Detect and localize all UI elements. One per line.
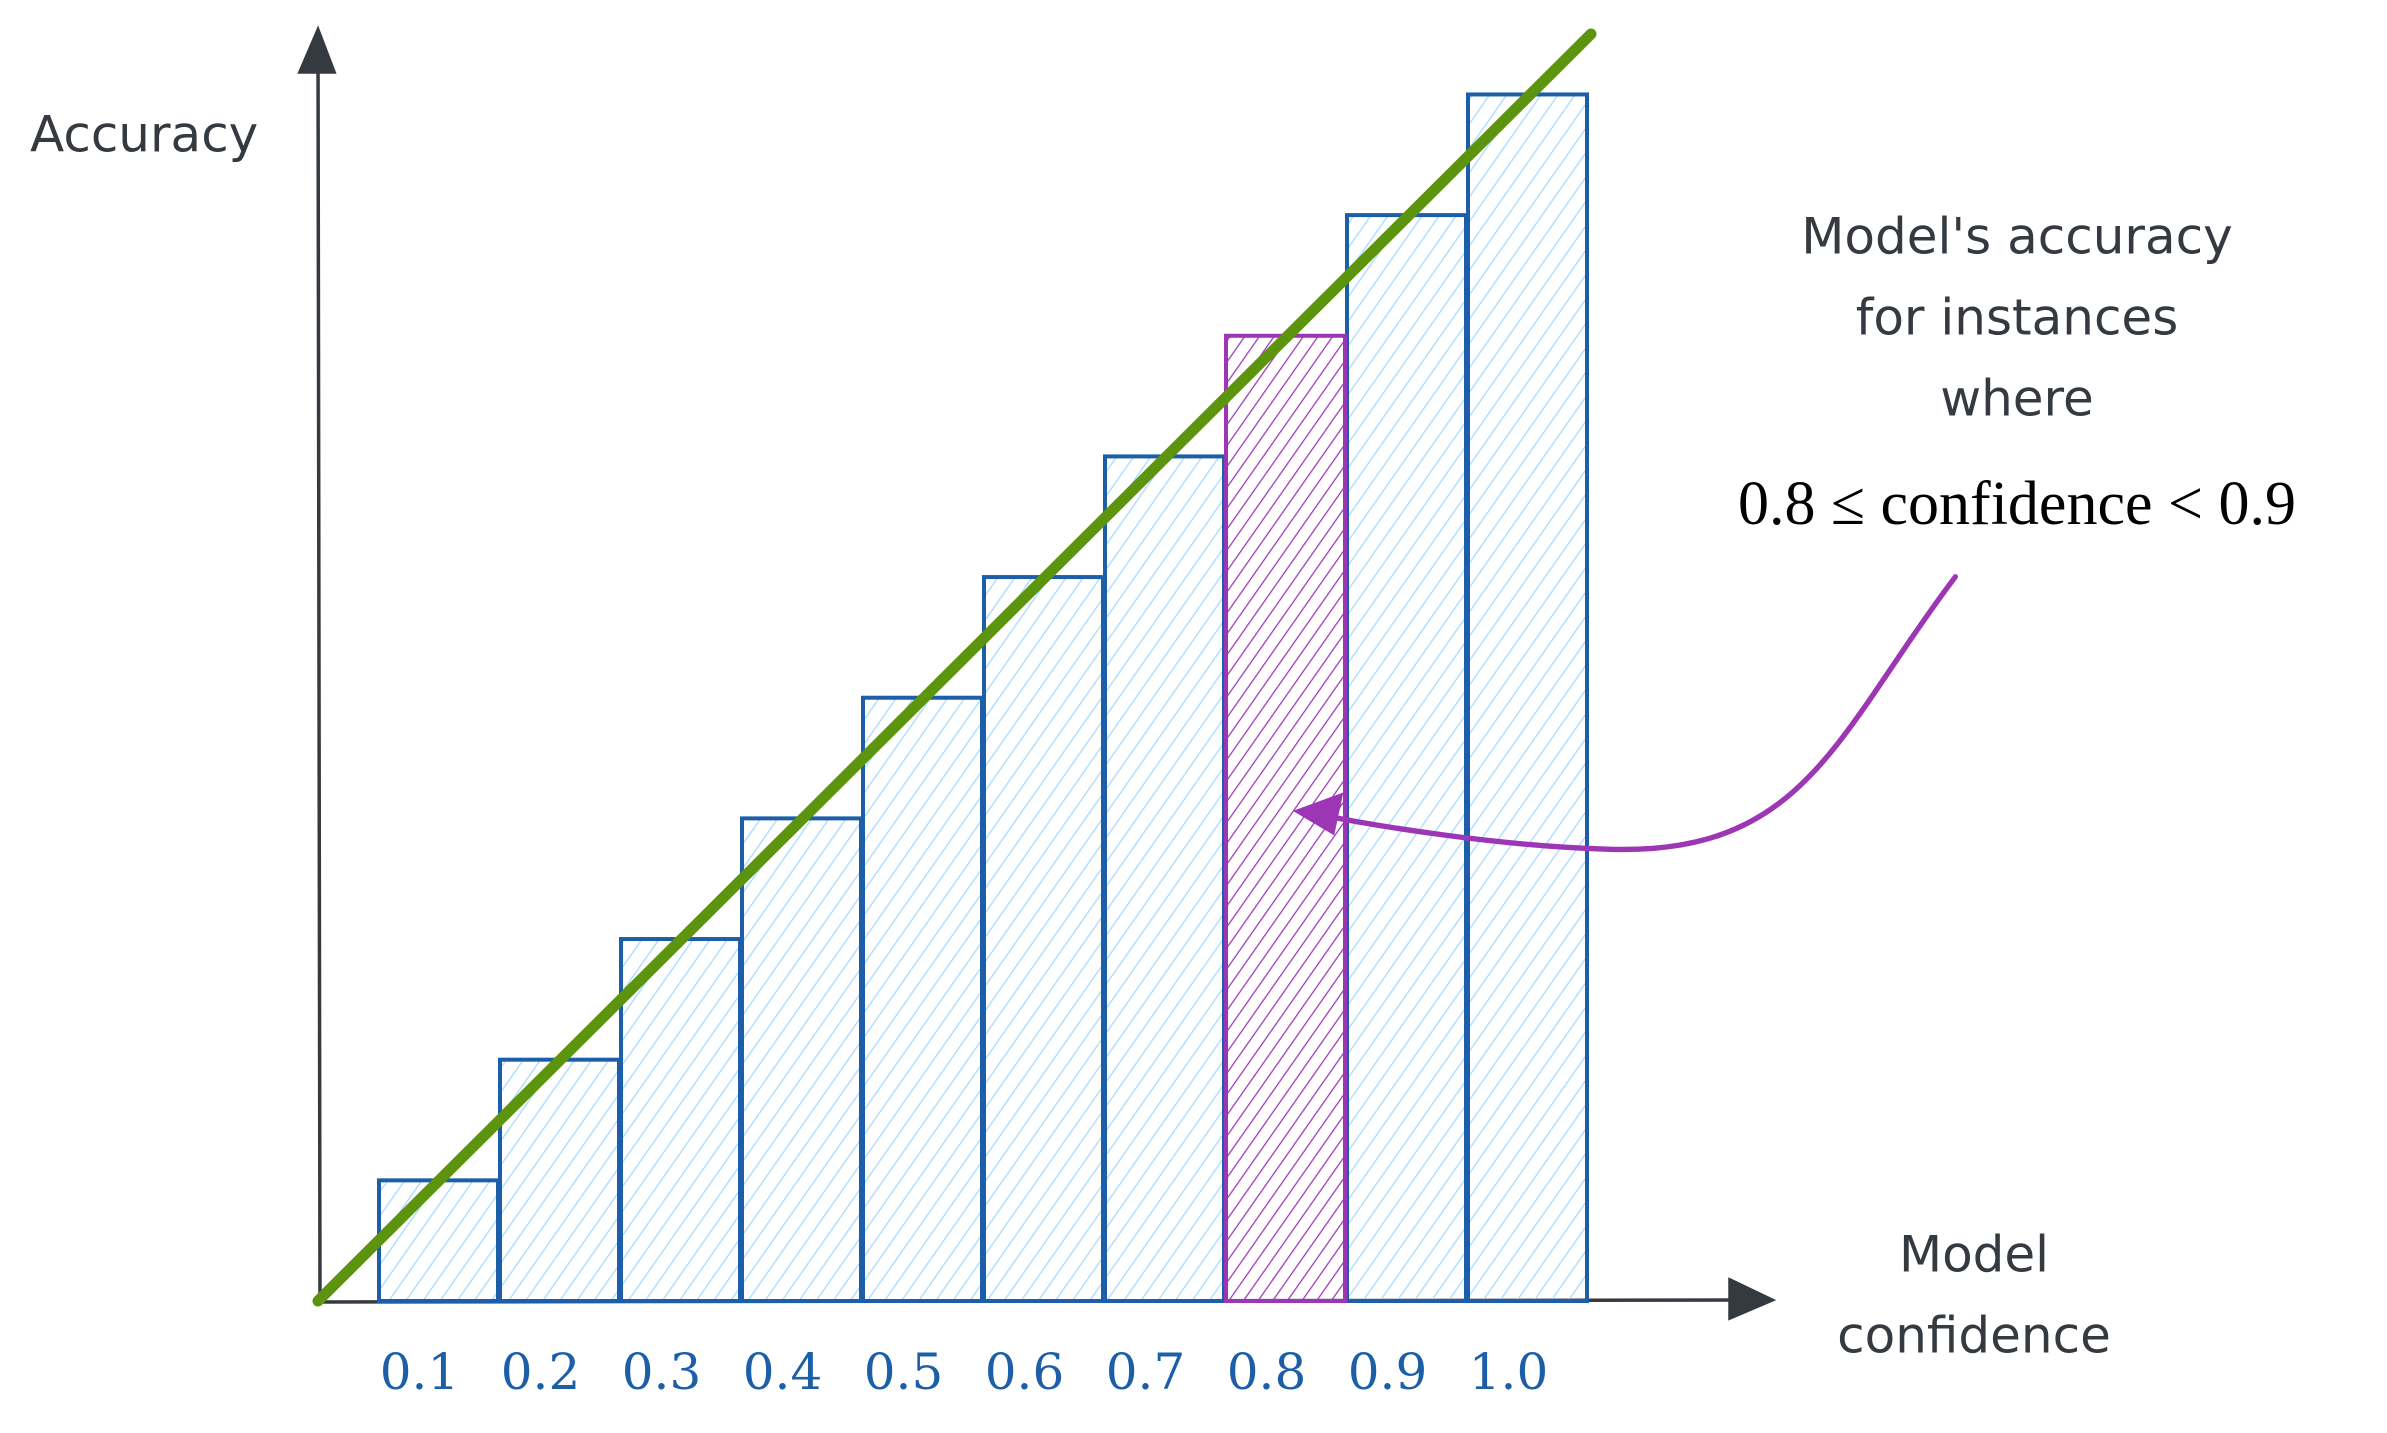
x-tick-label: 0.1 bbox=[380, 1343, 460, 1401]
y-axis-label: Accuracy bbox=[30, 106, 258, 164]
annotation: for instances bbox=[1856, 289, 2179, 347]
x-tick-label: 0.2 bbox=[501, 1343, 581, 1401]
y-axis bbox=[316, 38, 322, 1305]
bar bbox=[1103, 454, 1226, 1304]
bar bbox=[740, 816, 863, 1303]
x-tick-label: 0.7 bbox=[1106, 1343, 1186, 1401]
x-tick-label: 0.4 bbox=[743, 1343, 823, 1401]
x-axis-label: confidence bbox=[1837, 1307, 2111, 1365]
x-tick-label: 1.0 bbox=[1469, 1343, 1549, 1401]
bar bbox=[982, 575, 1105, 1303]
x-axis-arrow bbox=[1728, 1277, 1777, 1321]
annotation-arrow bbox=[1292, 574, 1959, 853]
bar bbox=[377, 1178, 500, 1304]
bar bbox=[1466, 92, 1589, 1304]
x-tick-label: 0.3 bbox=[622, 1343, 702, 1401]
annotation: Model's accuracy bbox=[1801, 208, 2232, 266]
bars bbox=[377, 92, 1589, 1304]
x-tick-label: 0.5 bbox=[864, 1343, 944, 1401]
bar bbox=[1345, 213, 1468, 1303]
y-axis-arrow bbox=[297, 25, 337, 74]
bar bbox=[619, 937, 742, 1303]
bar bbox=[861, 695, 984, 1303]
x-tick-label: 0.6 bbox=[985, 1343, 1065, 1401]
x-tick-label: 0.8 bbox=[1227, 1343, 1307, 1401]
annotation: where bbox=[1940, 370, 2094, 428]
x-axis-label: Model bbox=[1899, 1226, 2049, 1284]
x-tick-label: 0.9 bbox=[1348, 1343, 1428, 1401]
annotation-math: 0.8 ≤ confidence < 0.9 bbox=[1738, 470, 2296, 538]
calibration-line bbox=[312, 28, 1597, 1307]
